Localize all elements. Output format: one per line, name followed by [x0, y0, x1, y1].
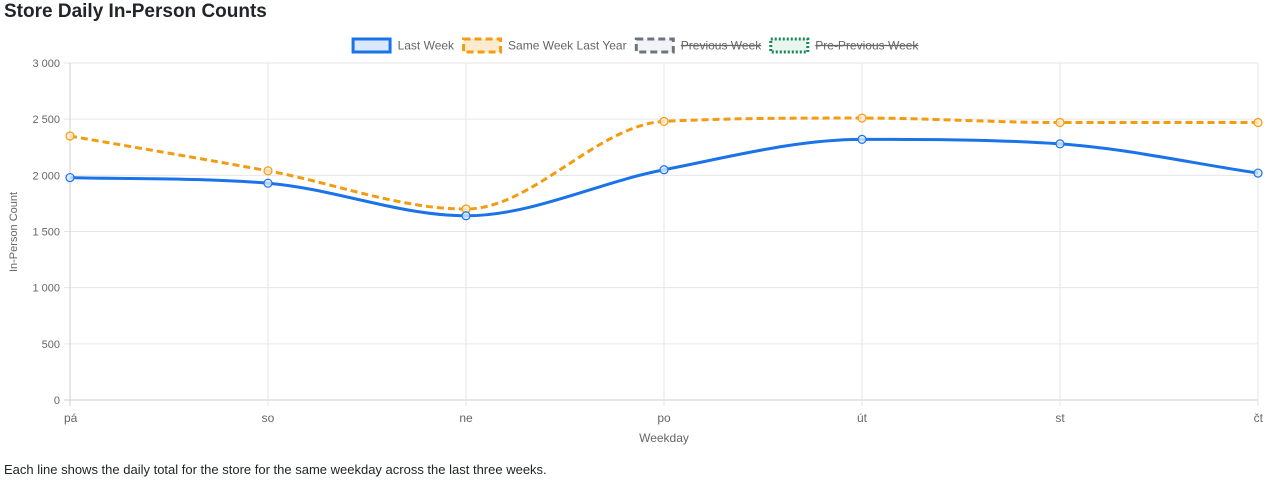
series-same-week-last-year: [65, 113, 1263, 214]
y-axis-title: In-Person Count: [8, 192, 20, 272]
page-title: Store Daily In-Person Counts: [4, 1, 267, 22]
data-point-same-week-last-year[interactable]: [263, 166, 273, 176]
data-point-last-week[interactable]: [659, 165, 669, 175]
legend-label: Same Week Last Year: [508, 39, 627, 53]
chart-caption: Each line shows the daily total for the …: [4, 462, 547, 477]
legend-swatch: [769, 37, 810, 54]
y-tick-label: 2 500: [32, 114, 60, 126]
legend-swatch: [351, 37, 392, 54]
legend-item-pre-previous-week[interactable]: Pre-Previous Week: [769, 37, 920, 54]
chart-axes: 0 500 1 000 1 500 2 000 2 500 3 000 pá so ne po út s…: [32, 58, 1263, 425]
data-point-last-week[interactable]: [1253, 168, 1263, 178]
data-point-same-week-last-year[interactable]: [1253, 117, 1263, 128]
data-point-last-week[interactable]: [263, 178, 273, 188]
data-point-same-week-last-year[interactable]: [1055, 117, 1065, 128]
legend-swatch: [634, 37, 675, 54]
x-tick-label: po: [657, 411, 671, 425]
data-point-last-week[interactable]: [65, 172, 75, 183]
line-chart: 0 500 1 000 1 500 2 000 2 500 3 000 pá so ne po út s…: [8, 37, 1264, 445]
chart-legend: Last Week Same Week Last Year Previous Wee…: [351, 37, 920, 54]
y-tick-label: 500: [42, 339, 60, 351]
x-tick-label: ne: [459, 411, 473, 425]
y-tick-label: 0: [54, 395, 60, 407]
data-point-last-week[interactable]: [1055, 139, 1065, 149]
x-tick-label: so: [262, 411, 275, 425]
y-tick-label: 1 000: [32, 283, 60, 295]
x-tick-label: čt: [1254, 411, 1264, 425]
x-tick-label: st: [1055, 411, 1065, 425]
x-axis-title: Weekday: [639, 431, 689, 445]
series-last-week: [65, 134, 1263, 221]
legend-label: Last Week: [398, 39, 455, 53]
chart-grid: [64, 62, 1259, 406]
legend-swatch: [462, 37, 503, 54]
x-tick-label: út: [857, 411, 868, 425]
legend-item-last-week[interactable]: Last Week: [351, 37, 455, 54]
legend-item-same-week-last-year[interactable]: Same Week Last Year: [462, 37, 627, 54]
data-point-last-week[interactable]: [857, 134, 867, 144]
legend-item-previous-week[interactable]: Previous Week: [634, 37, 762, 54]
chart-series: [65, 113, 1263, 221]
data-point-last-week[interactable]: [461, 211, 471, 221]
y-tick-label: 2 000: [32, 170, 60, 182]
x-tick-label: pá: [64, 411, 78, 425]
data-point-same-week-last-year[interactable]: [65, 131, 75, 141]
data-point-same-week-last-year[interactable]: [659, 116, 669, 127]
y-tick-label: 3 000: [32, 58, 60, 70]
data-point-same-week-last-year[interactable]: [857, 113, 867, 123]
y-tick-label: 1 500: [32, 227, 60, 239]
